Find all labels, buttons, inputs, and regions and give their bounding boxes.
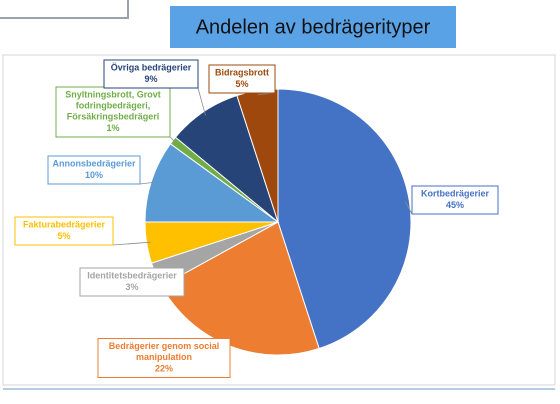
leader-line [139,181,156,185]
value-label: 5% [235,79,248,89]
label-line: Försäkringsbedrägeri [67,112,160,122]
label-line: Övriga bedrägerier [111,63,192,73]
label-line: Fakturabedrägerier [23,220,106,230]
value-label: 9% [144,74,157,84]
leader-line [197,87,206,116]
label-line: Annonsbedrägerier [52,159,136,169]
category-label: Identitetsbedrägerier [87,271,177,281]
label-line: Bidragsbrott [215,68,269,78]
category-label: Annonsbedrägerier [52,159,136,169]
label-box [411,185,499,215]
label-line: Bedrägerier genom social [109,341,220,351]
frame-fragment [0,0,129,19]
value-label: 5% [57,231,70,241]
category-label: Övriga bedrägerier [111,63,192,73]
leader-line [169,136,177,144]
value-label: 1% [106,123,119,133]
chart-title: Andelen av bedrägerityper [196,16,431,38]
category-label: Fakturabedrägerier [23,220,106,230]
category-label: Snyltningsbrott, Grovt fodringbedrägeri, F… [65,90,161,122]
label-box [47,155,141,185]
label-box [103,59,199,89]
label-box [208,64,276,94]
label-line: Kortbedrägerier [421,189,490,199]
title-box [170,6,456,48]
category-label: Bidragsbrott [215,68,269,78]
label-box [97,338,231,378]
category-label: Bedrägerier genom social manipulation [109,341,220,362]
pie-slice [144,143,280,223]
label-line: Identitetsbedrägerier [87,271,177,281]
value-label: 22% [155,363,173,373]
label-line: fodringbedrägeri, [76,101,151,111]
leader-line [405,201,413,215]
value-label: 45% [446,200,464,210]
pie-slice [277,88,412,350]
label-box [55,86,171,138]
value-label: 10% [85,170,103,180]
label-box [79,267,185,297]
value-label: 3% [125,282,138,292]
leader-line [112,241,151,246]
label-box [14,216,114,246]
label-line: manipulation [136,352,192,362]
category-label: Kortbedrägerier [421,189,490,199]
label-line: Snyltningsbrott, Grovt [65,90,161,100]
